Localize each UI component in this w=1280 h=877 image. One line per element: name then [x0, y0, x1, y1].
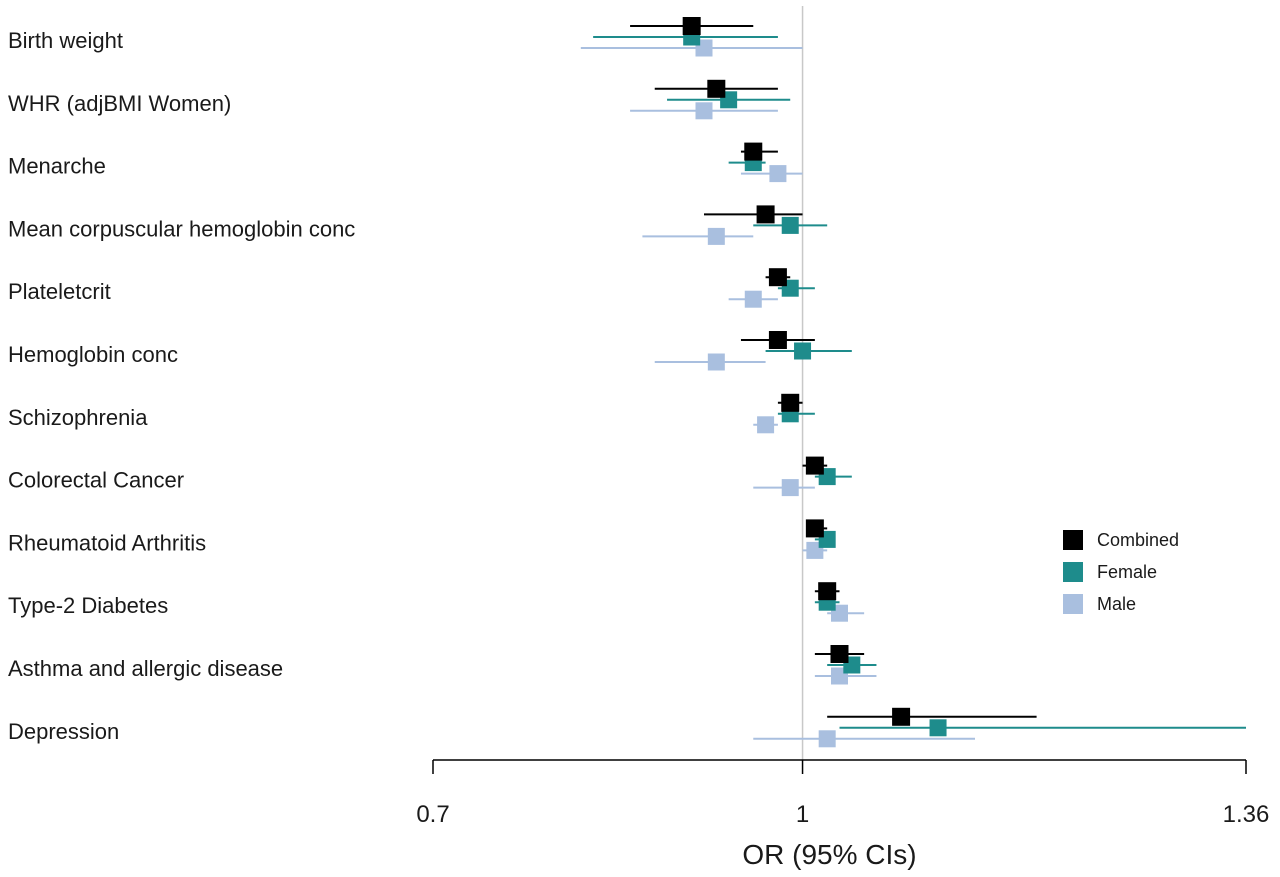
x-axis: 0.7 1 1.36 — [416, 759, 1270, 828]
forest-row: Birth weight — [8, 17, 803, 57]
combined-point — [892, 707, 911, 726]
legend-item: Female — [1063, 562, 1157, 582]
forest-row: Menarche — [8, 142, 803, 183]
forest-row: Asthma and allergic disease — [8, 645, 877, 685]
male-point — [818, 730, 836, 748]
legend-label: Combined — [1097, 530, 1179, 550]
combined-point — [707, 79, 726, 98]
legend-swatch — [1063, 530, 1083, 550]
x-tick-label: 1.36 — [1223, 801, 1270, 828]
forest-row: Plateletcrit — [8, 268, 815, 308]
row-label: Mean corpuscular hemoglobin conc — [8, 216, 355, 241]
combined-point — [805, 456, 824, 475]
forest-row: Schizophrenia — [8, 393, 815, 434]
male-point — [707, 353, 725, 371]
female-point — [781, 216, 799, 234]
forest-row: WHR (adjBMI Women) — [8, 79, 791, 120]
combined-point — [768, 268, 787, 287]
row-label: Plateletcrit — [8, 279, 111, 304]
female-point — [794, 342, 812, 360]
row-label: Type-2 Diabetes — [8, 593, 168, 618]
combined-point — [805, 519, 824, 538]
legend-item: Male — [1063, 594, 1136, 614]
male-point — [695, 102, 713, 120]
legend-swatch — [1063, 594, 1083, 614]
row-label: Schizophrenia — [8, 405, 148, 430]
combined-point — [744, 142, 763, 161]
forest-row: Hemoglobin conc — [8, 331, 852, 371]
forest-row: Mean corpuscular hemoglobin conc — [8, 205, 828, 245]
x-tick-label: 1 — [796, 801, 809, 828]
row-label: Menarche — [8, 154, 106, 179]
combined-point — [768, 331, 787, 349]
legend-label: Male — [1097, 594, 1136, 614]
male-point — [769, 165, 787, 183]
legend-item: Combined — [1063, 530, 1179, 550]
male-point — [744, 290, 762, 308]
legend: Combined Female Male — [1063, 530, 1179, 614]
row-label: Birth weight — [8, 28, 123, 53]
combined-point — [781, 393, 800, 412]
row-label: Colorectal Cancer — [8, 468, 184, 493]
combined-point — [682, 17, 701, 35]
legend-swatch — [1063, 562, 1083, 582]
plot-rows: Birth weight WHR (adjBMI Women) Menarche Me… — [8, 17, 1246, 748]
male-point — [707, 227, 725, 245]
legend-label: Female — [1097, 562, 1157, 582]
row-label: Rheumatoid Arthritis — [8, 530, 206, 555]
forest-row: Type-2 Diabetes — [8, 582, 865, 622]
male-point — [781, 479, 799, 497]
male-point — [757, 416, 775, 434]
row-label: Depression — [8, 719, 119, 744]
combined-point — [756, 205, 775, 224]
row-label: WHR (adjBMI Women) — [8, 91, 231, 116]
row-label: Hemoglobin conc — [8, 342, 178, 367]
forest-row: Depression — [8, 707, 1246, 748]
x-axis-title: OR (95% CIs) — [742, 839, 916, 870]
forest-row: Colorectal Cancer — [8, 456, 852, 497]
combined-point — [830, 645, 849, 663]
x-tick-label: 0.7 — [416, 801, 449, 828]
row-label: Asthma and allergic disease — [8, 656, 283, 681]
female-point — [929, 719, 947, 737]
combined-point — [818, 582, 837, 601]
forest-row: Rheumatoid Arthritis — [8, 519, 836, 559]
